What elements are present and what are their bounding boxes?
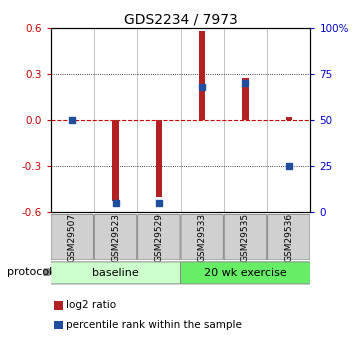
Text: GSM29536: GSM29536 [284, 213, 293, 262]
Bar [112, 120, 119, 201]
Text: GSM29533: GSM29533 [198, 213, 206, 262]
Text: GSM29529: GSM29529 [155, 213, 163, 262]
Text: 20 wk exercise: 20 wk exercise [204, 268, 287, 278]
Text: GSM29535: GSM29535 [241, 213, 250, 262]
Text: percentile rank within the sample: percentile rank within the sample [66, 320, 242, 330]
FancyBboxPatch shape [51, 214, 93, 260]
FancyBboxPatch shape [180, 262, 310, 284]
Bar [286, 117, 292, 120]
Bar [242, 78, 249, 120]
Text: protocol: protocol [7, 267, 52, 277]
Text: baseline: baseline [92, 268, 139, 278]
Text: GSM29507: GSM29507 [68, 213, 77, 262]
Bar [199, 31, 205, 120]
FancyBboxPatch shape [224, 214, 267, 260]
FancyBboxPatch shape [51, 262, 180, 284]
FancyBboxPatch shape [138, 214, 180, 260]
FancyBboxPatch shape [181, 214, 223, 260]
Bar [156, 120, 162, 197]
FancyBboxPatch shape [94, 214, 137, 260]
FancyBboxPatch shape [268, 214, 310, 260]
Text: GSM29523: GSM29523 [111, 213, 120, 262]
Text: GDS2234 / 7973: GDS2234 / 7973 [123, 12, 238, 26]
Text: log2 ratio: log2 ratio [66, 300, 116, 310]
